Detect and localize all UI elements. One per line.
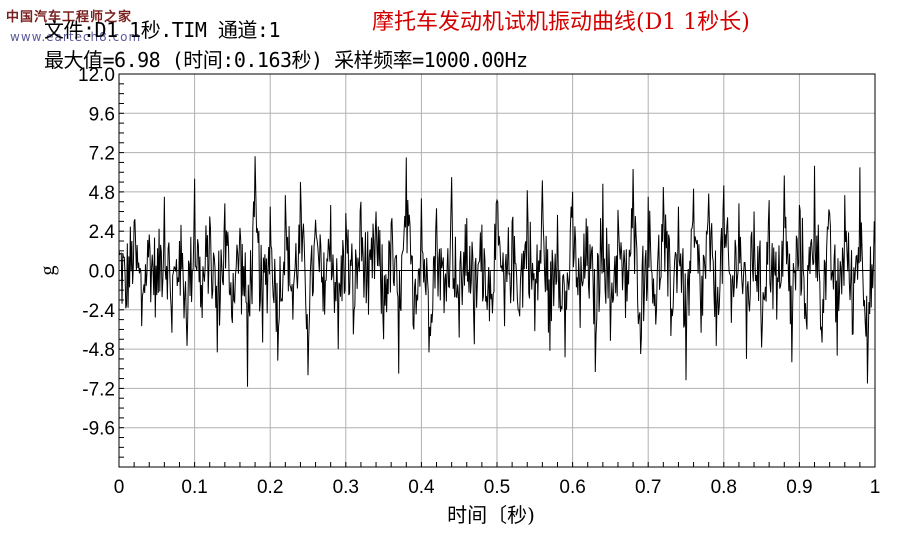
y-axis-label: g bbox=[37, 266, 59, 276]
x-tick-label: 0.3 bbox=[333, 477, 359, 498]
vibration-signal-line bbox=[118, 156, 876, 387]
x-tick-label: 0.7 bbox=[635, 477, 661, 498]
y-tick-label: -4.8 bbox=[82, 340, 115, 361]
x-axis-label: 时间〔秒) bbox=[447, 503, 535, 527]
x-tick-label: 1 bbox=[870, 477, 881, 498]
plot-frame bbox=[118, 73, 876, 468]
chart-title: 摩托车发动机试机振动曲线(D1 1秒长) bbox=[372, 10, 750, 35]
y-tick-label: 2.4 bbox=[89, 222, 116, 243]
y-tick-label: -7.2 bbox=[82, 379, 115, 400]
y-tick-labels: 12.0 9.6 7.2 4.8 2.4 0.0 -2.4 -4.8 -7.2 -9.6 bbox=[78, 65, 115, 440]
watermark-site-name: 中国汽车工程师之家 bbox=[6, 10, 133, 25]
y-tick-label: 9.6 bbox=[89, 104, 115, 125]
x-tick-label: 0.9 bbox=[786, 477, 812, 498]
x-tick-label: 0 bbox=[114, 477, 125, 498]
max-value-info-text: 最大值=6.98 (时间:0.163秒) 采样频率=1000.00Hz bbox=[44, 48, 528, 72]
y-tick-label: -9.6 bbox=[82, 419, 115, 440]
x-tick-label: 0.5 bbox=[484, 477, 510, 498]
x-tick-label: 0.8 bbox=[711, 477, 737, 498]
y-tick-label: 7.2 bbox=[89, 144, 115, 165]
x-tick-label: 0.6 bbox=[559, 477, 585, 498]
y-tick-label: 4.8 bbox=[89, 183, 115, 204]
y-tick-label: -2.4 bbox=[82, 301, 115, 322]
file-info-text: 文件:D1 1秒.TIM 通道:1 bbox=[44, 18, 281, 42]
x-tick-label: 0.4 bbox=[408, 477, 435, 498]
x-tick-label: 0.2 bbox=[257, 477, 283, 498]
x-tick-labels: 0 0.1 0.2 0.3 0.4 0.5 0.6 0.7 0.8 0.9 1 bbox=[114, 477, 881, 498]
y-tick-label: 12.0 bbox=[78, 65, 115, 86]
watermark-site-url: www.eartech8.com bbox=[10, 30, 142, 44]
y-tick-label: 0.0 bbox=[89, 262, 115, 283]
x-tick-label: 0.1 bbox=[181, 477, 207, 498]
